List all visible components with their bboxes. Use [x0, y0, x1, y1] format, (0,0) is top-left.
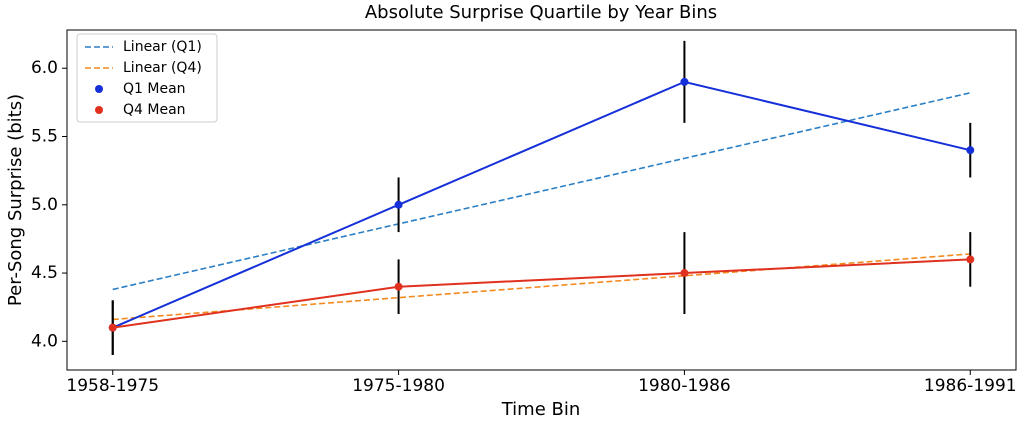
y-tick-label: 6.0 [31, 58, 58, 78]
y-tick-label: 4.0 [31, 331, 58, 351]
legend-swatch [95, 106, 103, 114]
legend-label: Q4 Mean [123, 102, 186, 118]
point [680, 269, 689, 278]
y-tick-label: 4.5 [31, 263, 58, 283]
point [966, 255, 975, 264]
x-axis-label: Time Bin [501, 399, 581, 420]
series-line [112, 258, 971, 329]
legend-label: Linear (Q4) [123, 60, 202, 76]
plot-frame [66, 29, 1017, 371]
x-tick-label: 1986-1991 [924, 376, 1017, 396]
x-tick-label: 1980-1986 [638, 376, 731, 396]
legend-label: Q1 Mean [123, 81, 186, 97]
point [394, 282, 403, 291]
point [680, 77, 689, 86]
point [966, 146, 975, 155]
trend-line [112, 253, 971, 321]
legend-box [76, 33, 218, 123]
legend-swatch [95, 85, 103, 93]
trend-line [112, 92, 971, 291]
y-axis-label: Per-Song Surprise (bits) [5, 94, 26, 306]
x-tick-label: 1975-1980 [352, 376, 445, 396]
y-tick-label: 5.0 [31, 195, 58, 215]
series-line [112, 80, 971, 329]
point [394, 200, 403, 209]
x-tick-label: 1958-1975 [66, 376, 159, 396]
legend-label: Linear (Q1) [123, 39, 202, 55]
chart-title: Absolute Surprise Quartile by Year Bins [365, 2, 717, 23]
y-tick-label: 5.5 [31, 127, 58, 147]
point [108, 323, 117, 332]
